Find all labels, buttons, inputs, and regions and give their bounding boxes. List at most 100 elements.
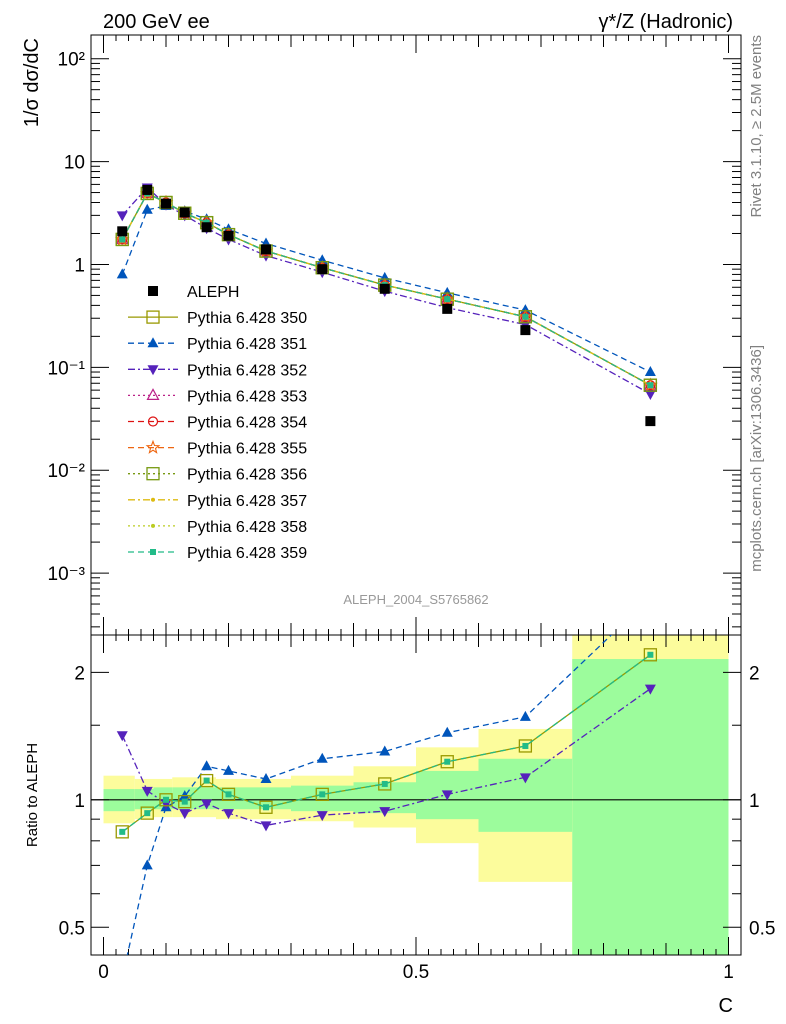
x-axis-title: C xyxy=(719,995,733,1017)
data-point xyxy=(201,222,212,233)
data-point xyxy=(518,739,533,753)
legend-entry: Pythia 6.428 355 xyxy=(128,439,307,458)
legend-marker xyxy=(147,365,159,376)
header-right-label: γ*/Z (Hadronic) xyxy=(599,11,733,33)
data-point xyxy=(518,310,533,324)
data-point xyxy=(379,807,391,818)
data-point xyxy=(117,972,128,982)
data-point xyxy=(444,296,451,303)
legend-marker xyxy=(146,310,160,324)
data-point xyxy=(142,184,153,195)
data-point xyxy=(119,236,126,243)
data-point xyxy=(522,313,529,320)
ratio-band-inner xyxy=(291,785,354,812)
legend-label: Pythia 6.428 352 xyxy=(187,362,307,379)
data-point xyxy=(644,684,656,695)
data-point xyxy=(441,726,453,737)
data-point xyxy=(317,264,328,275)
data-point xyxy=(441,790,453,801)
legend-entry: Pythia 6.428 358 xyxy=(128,519,307,536)
legend-entry: ALEPH xyxy=(148,284,239,301)
data-point xyxy=(179,207,190,218)
data-point xyxy=(201,760,213,771)
data-point xyxy=(263,804,269,811)
data-point xyxy=(116,211,128,222)
ratio-y-tick-label: 2 xyxy=(74,663,85,684)
data-point xyxy=(444,758,451,765)
data-point xyxy=(644,366,656,377)
legend-marker xyxy=(148,286,158,296)
data-point xyxy=(178,794,192,809)
data-point xyxy=(316,752,328,763)
legend-entry: Pythia 6.428 354 xyxy=(128,415,307,432)
ratio-y-tick-label-right: 1 xyxy=(749,791,760,812)
ratio-series-layer xyxy=(115,592,658,982)
legend-entry: Pythia 6.428 350 xyxy=(128,310,307,327)
data-point xyxy=(378,777,392,791)
data-point xyxy=(316,811,328,822)
y-tick-label: 10⁻³ xyxy=(48,564,86,585)
data-point xyxy=(119,828,126,835)
legend-entry: Pythia 6.428 353 xyxy=(128,388,307,405)
ratio-y-tick-label-right: 0.5 xyxy=(749,918,775,939)
x-tick-label: 0 xyxy=(98,962,109,983)
data-point xyxy=(379,283,390,294)
data-point xyxy=(259,800,273,814)
data-point xyxy=(260,772,272,783)
data-point xyxy=(144,810,151,817)
series-0 xyxy=(117,592,656,982)
series-3 xyxy=(119,651,654,835)
ratio-y-tick-label-right: 2 xyxy=(749,663,760,684)
data-point xyxy=(319,791,326,798)
data-point xyxy=(225,791,232,798)
data-point xyxy=(645,380,656,391)
series-line xyxy=(121,654,651,833)
data-point xyxy=(261,244,271,255)
data-point xyxy=(643,378,658,392)
ratio-band-inner xyxy=(241,787,291,810)
data-point xyxy=(643,648,658,662)
data-point xyxy=(647,651,654,658)
data-point xyxy=(223,764,234,775)
legend-entry: Pythia 6.428 357 xyxy=(128,493,307,510)
legend-entry: Pythia 6.428 352 xyxy=(128,362,307,379)
legend-marker xyxy=(147,416,159,427)
ratio-band-inner xyxy=(134,789,154,810)
data-point xyxy=(161,198,171,209)
series-0 xyxy=(117,184,656,427)
data-point xyxy=(379,745,391,756)
legend-marker xyxy=(150,549,156,555)
data-point xyxy=(440,755,454,769)
data-point xyxy=(645,416,656,427)
main-y-axis: 10⁻³ 10⁻² 10⁻¹ 1 10 10² xyxy=(48,35,741,635)
data-point xyxy=(163,796,169,803)
ratio-band-inner xyxy=(572,659,729,955)
data-point xyxy=(519,710,531,721)
data-point xyxy=(201,799,213,810)
x-tick-label: 1 xyxy=(723,962,734,983)
ratio-axes: 0.5 0.5 1 1 2 2 0 0.5 1 xyxy=(59,635,775,983)
data-point xyxy=(520,325,531,336)
ratio-band-inner xyxy=(191,787,216,810)
series-line xyxy=(121,192,651,386)
legend-entry: Pythia 6.428 356 xyxy=(128,467,307,484)
legend-label: Pythia 6.428 355 xyxy=(187,441,307,458)
ratio-y-tick-label: 1 xyxy=(74,791,85,812)
data-point xyxy=(519,304,531,315)
data-point xyxy=(645,592,656,602)
ratio-band-inner xyxy=(216,787,241,810)
data-point xyxy=(647,382,654,389)
series-line xyxy=(126,635,613,955)
ratio-y-axis-title: Ratio to ALEPH xyxy=(24,743,41,847)
header-left-label: 200 GeV ee xyxy=(103,11,210,33)
legend-marker xyxy=(146,388,160,400)
ratio-band-inner xyxy=(478,758,573,832)
data-point xyxy=(116,268,128,279)
data-point xyxy=(223,230,234,241)
main-series-layer xyxy=(114,183,658,427)
y-tick-label: 10⁻² xyxy=(48,461,86,482)
data-point xyxy=(223,809,234,820)
legend-entry: Pythia 6.428 359 xyxy=(128,545,307,562)
data-point xyxy=(520,311,531,322)
ratio-y-tick-label: 0.5 xyxy=(59,918,85,939)
